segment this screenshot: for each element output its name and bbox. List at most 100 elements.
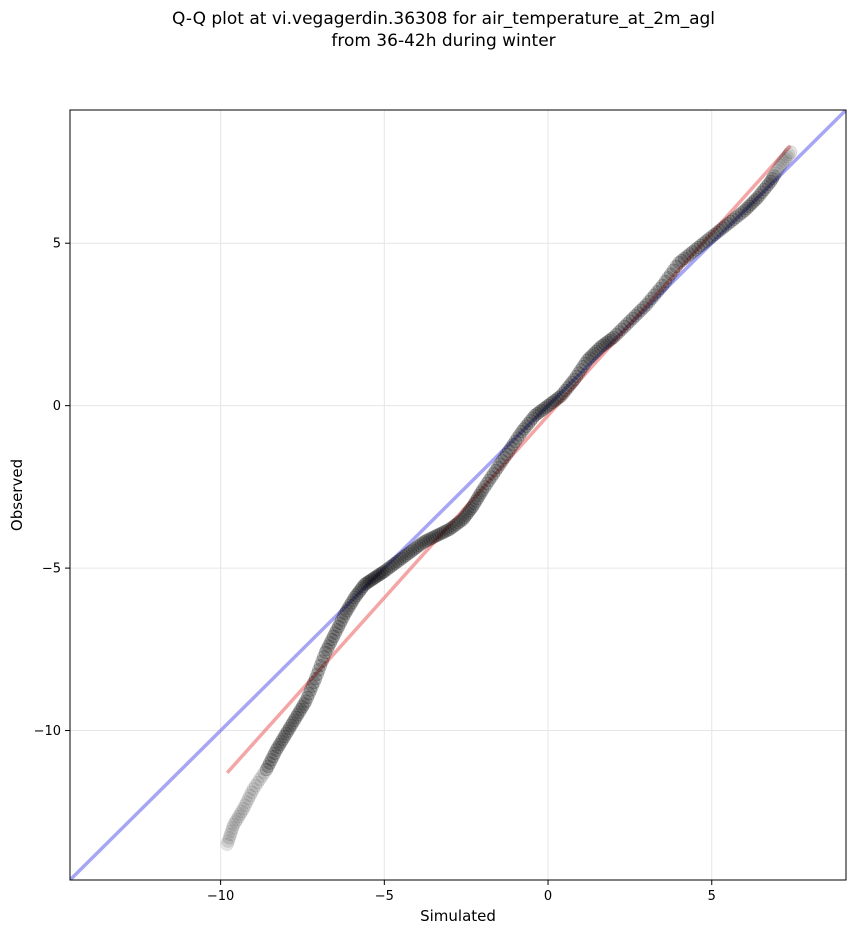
data-point-55 [310,667,324,681]
data-point-46 [295,699,310,714]
data-point-151 [491,460,505,475]
data-point-228 [672,255,686,270]
data-point-194 [584,349,599,363]
data-point-113 [414,536,429,551]
data-point-215 [636,300,651,315]
data-point-1 [221,834,236,848]
data-point-149 [486,467,501,481]
data-point-266 [767,169,781,183]
data-point-263 [761,177,776,191]
data-point-178 [550,392,564,406]
data-point-242 [710,225,724,240]
data-point-6 [226,818,241,832]
data-point-135 [461,506,475,520]
data-point-248 [726,212,741,227]
data-point-264 [763,174,778,189]
fit-line [225,144,792,774]
x-axis: −10 −5 0 5 [207,880,716,904]
data-point-0 [220,837,234,852]
data-point-154 [497,450,512,465]
data-point-224 [661,271,675,285]
data-point-94 [374,566,388,581]
x-tick-label-0: −10 [207,889,234,904]
data-point-13 [238,798,252,813]
data-point-156 [502,444,516,458]
data-point-166 [523,414,538,428]
data-point-3 [223,827,238,842]
data-point-128 [447,519,461,533]
data-point-229 [674,253,689,268]
data-point-197 [591,342,605,357]
data-point-162 [515,424,529,439]
data-point-216 [639,298,654,312]
data-point-33 [274,735,288,749]
data-point-45 [294,702,308,717]
data-point-175 [543,397,557,411]
data-point-271 [775,156,789,170]
data-point-109 [405,543,420,557]
data-point-48 [298,694,313,709]
data-point-164 [519,419,533,433]
data-point-218 [644,291,659,306]
data-point-153 [495,454,509,468]
data-point-12 [236,801,251,816]
data-point-146 [480,476,494,491]
data-point-260 [755,185,769,200]
data-point-91 [369,570,383,584]
data-point-26 [262,756,277,770]
data-point-122 [434,526,448,541]
data-point-130 [451,515,466,530]
data-point-140 [469,494,483,508]
data-point-60 [318,645,333,660]
data-point-189 [574,363,588,377]
data-point-4 [224,824,239,839]
data-point-106 [399,548,413,562]
data-point-41 [287,713,302,728]
data-point-231 [680,249,694,263]
data-point-75 [343,598,357,613]
data-point-244 [715,221,730,235]
data-point-73 [339,604,354,618]
data-point-204 [606,330,621,345]
data-point-206 [612,325,626,339]
data-point-36 [279,727,293,741]
data-point-100 [386,558,400,572]
data-point-107 [401,546,416,561]
data-point-170 [532,405,547,419]
data-point-42 [289,710,303,725]
data-point-192 [580,353,595,367]
data-point-195 [587,346,601,361]
data-point-10 [233,807,248,821]
data-point-9 [231,809,246,824]
data-point-245 [718,219,733,233]
y-tick-label-0: −10 [34,724,61,739]
data-point-214 [634,303,648,318]
data-point-111 [410,540,424,554]
data-point-5 [225,821,240,835]
data-points [220,145,798,852]
data-point-177 [547,394,562,408]
data-point-23 [257,766,272,780]
data-point-268 [770,163,784,178]
data-point-58 [315,654,329,668]
data-point-118 [425,531,440,545]
data-point-115 [419,534,433,548]
data-point-34 [276,732,290,746]
grid-lines [70,110,846,880]
data-point-256 [746,195,760,209]
y-tick-label-3: 5 [53,237,61,252]
data-point-25 [261,759,275,774]
data-point-207 [614,322,629,337]
data-point-120 [429,528,444,543]
data-point-247 [724,214,738,229]
data-point-68 [331,619,346,634]
data-point-105 [397,549,411,564]
data-point-184 [563,378,577,392]
data-point-208 [617,319,632,334]
data-point-230 [677,251,692,266]
data-point-251 [735,206,749,220]
data-point-150 [488,463,503,478]
y-tick-label-2: 0 [53,399,61,414]
data-point-171 [534,403,549,418]
data-point-220 [650,285,664,299]
